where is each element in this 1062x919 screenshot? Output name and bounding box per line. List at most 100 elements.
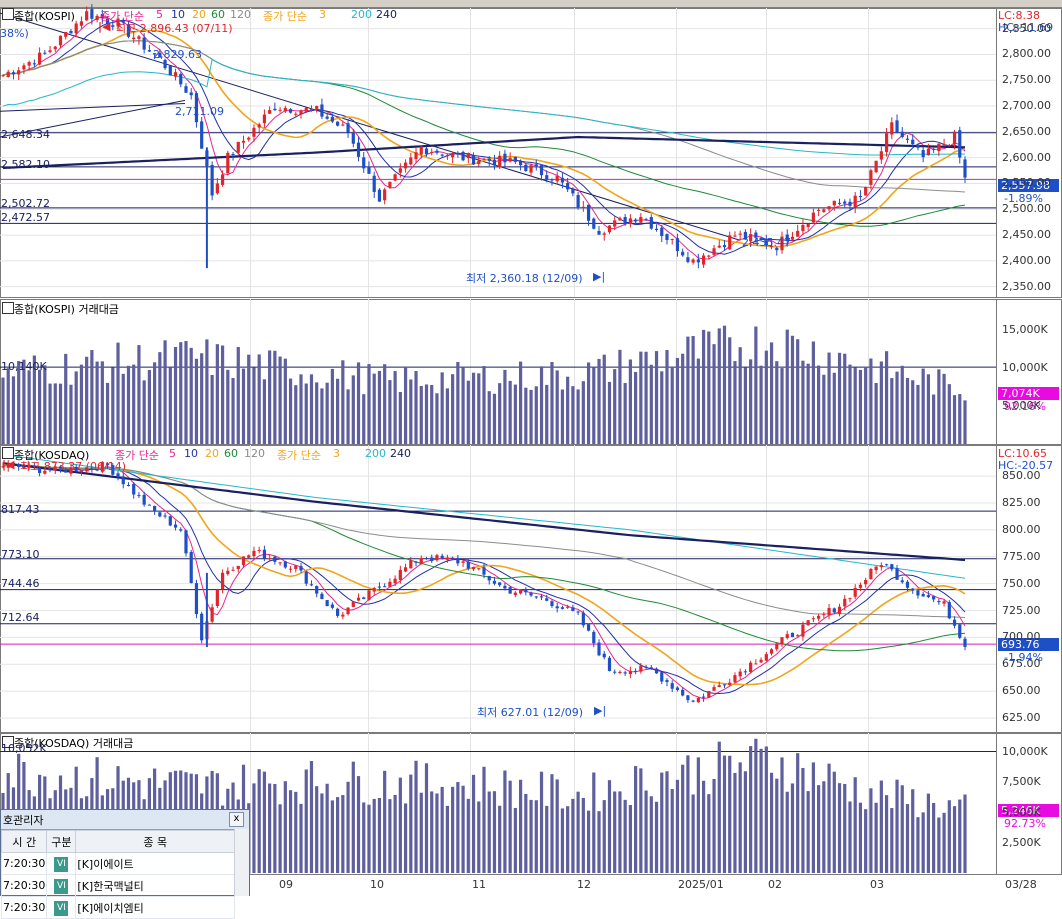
kospi-candle [492, 159, 497, 166]
kosdaq-candle [754, 663, 758, 665]
kosdaq-volume-bar [560, 808, 565, 873]
kosdaq-volume-bar [586, 810, 591, 873]
legend-checkbox[interactable] [2, 447, 14, 459]
kospi-candle [738, 233, 742, 235]
kospi-candle [958, 130, 962, 158]
kospi-volume-bar [69, 384, 73, 444]
kosdaq-candle [147, 504, 151, 506]
kosdaq-volume-bar [670, 789, 674, 873]
kospi-volume-bar [419, 385, 423, 444]
kosdaq-candle [27, 464, 31, 468]
kosdaq-candle [278, 562, 282, 564]
kospi-candle [712, 248, 716, 255]
kosdaq-candle [952, 619, 957, 626]
kosdaq-volume-bar [487, 791, 491, 873]
kospi-candle [132, 37, 136, 40]
kosdaq-volume-bar [508, 780, 512, 873]
kosdaq-volume-bar [273, 783, 277, 873]
kospi-volume-bar [231, 377, 235, 444]
row-time: 7:20:30 [0, 874, 48, 897]
kosdaq-legend-name[interactable]: 종합(KOSDAQ) [14, 449, 90, 462]
kosdaq-legend: 종합(KOSDAQ) 종가 단순 5 10 20 60 120 종가 단순 3 … [0, 447, 1062, 467]
kospi-trendline [0, 99, 186, 138]
legend-checkbox[interactable] [2, 736, 14, 748]
kospi-volume-bar [780, 368, 784, 444]
vi-alert-panel[interactable]: 호관리자 x 시 간 구분 종 목 7:20:30 VI [K]이에이트 7:2… [0, 809, 250, 919]
kosdaq-low-label: 최저 627.01 (12/09) [477, 706, 584, 719]
kospi-volume-bar [864, 366, 868, 444]
kosdaq-volume-bar [346, 781, 350, 873]
kospi-volume-bar [738, 347, 742, 444]
kospi-volume-bar [95, 361, 99, 444]
kospi-ma60: 60 [211, 8, 225, 21]
kospi-candle [1, 75, 5, 77]
kospi-legend-name[interactable]: 종합(KOSPI) [14, 10, 75, 23]
table-row[interactable]: 7:20:30 VI [K]이에이트 [0, 852, 235, 875]
kospi-volume-bar [471, 372, 476, 444]
kospi-hline-label-1: 2,648.34 [1, 128, 50, 141]
kosdaq-candle [675, 687, 680, 690]
kosdaq-ma240: 240 [390, 447, 411, 460]
col-type[interactable]: 구분 [46, 830, 77, 853]
kosdaq-candle [456, 557, 460, 564]
kosdaq-candle [53, 466, 57, 471]
kospi-volume-bar [937, 369, 941, 444]
legend-checkbox[interactable] [2, 302, 14, 314]
kosdaq-volume-bar [451, 786, 455, 873]
kospi-volume-bar [477, 373, 481, 444]
kospi-volume-bar [158, 352, 162, 444]
kospi-candle [163, 59, 167, 69]
kospi-volume-bar [508, 380, 512, 444]
kosdaq-candle [597, 642, 601, 656]
kosdaq-candle [534, 596, 538, 598]
kospi-ma5: 5 [156, 8, 163, 21]
kospi-trendline [0, 102, 186, 112]
kosdaq-volume-bar [351, 761, 355, 873]
close-icon[interactable]: x [229, 812, 244, 827]
kosdaq-volume-bar [848, 801, 852, 873]
kospi-candle [6, 71, 10, 77]
kospi-volume-bar [947, 384, 951, 444]
vi-alert-scrollbar[interactable] [234, 829, 249, 896]
kosdaq-candle [796, 635, 800, 637]
date-tick-label: 03 [870, 878, 884, 891]
axis-tick-label: 2,350.00 [1002, 279, 1051, 293]
table-row[interactable]: 7:20:30 VI [K]한국맥널티 [0, 874, 235, 897]
axis-tick-label: 2,550.00 [1002, 176, 1051, 190]
kospi-volume-bar [105, 382, 110, 444]
kospi-candle [22, 65, 26, 70]
kosdaq-volume-bar [461, 785, 465, 873]
kosdaq-vol-title[interactable]: 종합(KOSDAQ) 거래대금 [14, 737, 134, 750]
kosdaq-volume-bar [367, 804, 371, 873]
kospi-candle [315, 106, 319, 109]
kospi-ma-60 [2, 40, 966, 227]
date-tick-label: 2025/01 [678, 878, 724, 891]
axis-tick-label: 700.00 [1002, 630, 1041, 644]
kospi-candle [336, 121, 340, 126]
col-name[interactable]: 종 목 [75, 830, 235, 853]
vi-alert-titlebar[interactable]: 호관리자 x [1, 810, 249, 830]
kospi-vol-title[interactable]: 종합(KOSPI) 거래대금 [14, 303, 119, 316]
kosdaq-candle [518, 590, 523, 594]
kosdaq-volume-bar [832, 771, 836, 873]
kospi-volume-bar [926, 374, 931, 444]
axis-tick-label: 15,000K [1002, 323, 1048, 337]
kosdaq-candle [900, 580, 904, 583]
kosdaq-candle [790, 632, 795, 638]
kosdaq-volume-bar [372, 798, 376, 873]
col-time[interactable]: 시 간 [0, 830, 48, 853]
legend-checkbox[interactable] [2, 8, 14, 20]
kospi-volume-bar [48, 383, 52, 444]
kospi-volume-bar [764, 350, 768, 444]
kosdaq-candle [545, 598, 549, 601]
kospi-vol-ref: 10,140K [1, 360, 47, 373]
table-row[interactable]: 7:20:30 VI [K]에이치엠티 [0, 896, 235, 919]
row-name: [K]한국맥널티 [75, 874, 235, 897]
kospi-candle [733, 235, 737, 237]
kosdaq-volume-bar [471, 774, 476, 873]
kosdaq-volume-bar [644, 790, 648, 873]
kosdaq-volume-bar [853, 777, 857, 873]
kosdaq-candle [827, 608, 831, 616]
kosdaq-candle [90, 468, 94, 470]
axis-tick-label: 7,500K [1002, 775, 1041, 789]
